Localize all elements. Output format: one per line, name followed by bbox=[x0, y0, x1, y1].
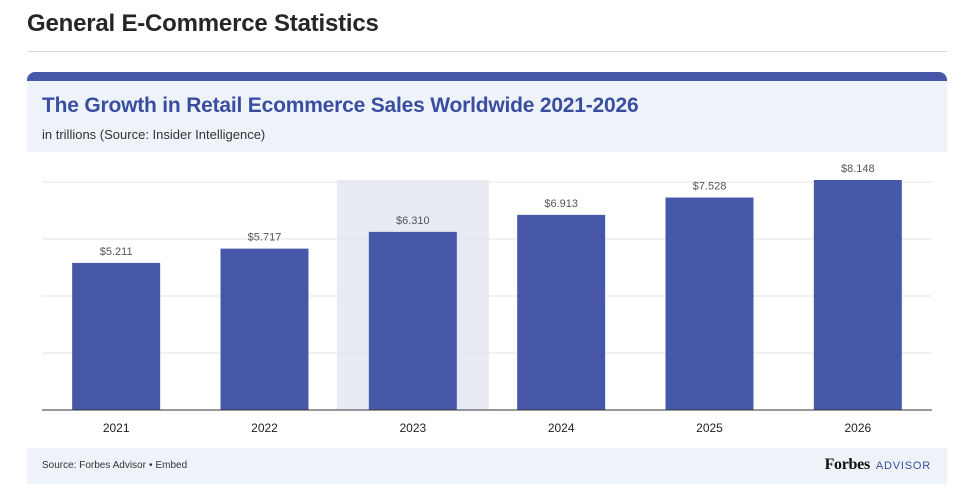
bar-2025 bbox=[665, 197, 754, 410]
x-tick-label-2025: 2025 bbox=[696, 421, 723, 435]
value-label-2022: $5.717 bbox=[248, 232, 282, 244]
page-heading: General E-Commerce Statistics bbox=[27, 10, 379, 37]
value-label-2023: $6.310 bbox=[396, 215, 430, 227]
bar-2024 bbox=[517, 214, 606, 410]
source-separator: • bbox=[148, 460, 153, 471]
x-tick-label-2023: 2023 bbox=[399, 421, 426, 435]
x-tick-label-2021: 2021 bbox=[103, 421, 130, 435]
bar-2021 bbox=[72, 262, 161, 410]
embed-link[interactable]: Embed bbox=[155, 460, 188, 471]
footer-source: Source: Forbes Advisor • Embed bbox=[42, 460, 187, 471]
bar-2026 bbox=[813, 180, 902, 410]
brand-advisor: ADVISOR bbox=[875, 460, 931, 472]
bar-2023 bbox=[368, 231, 457, 410]
card-accent-bar bbox=[27, 72, 947, 81]
chart-subtitle: in trillions (Source: Insider Intelligen… bbox=[42, 127, 266, 142]
x-tick-label-2022: 2022 bbox=[251, 421, 278, 435]
value-label-2024: $6.913 bbox=[544, 198, 578, 210]
source-prefix: Source: bbox=[42, 460, 77, 471]
heading-divider bbox=[27, 51, 947, 52]
value-label-2025: $7.528 bbox=[693, 181, 727, 193]
chart-card: The Growth in Retail Ecommerce Sales Wor… bbox=[27, 72, 947, 484]
bar-2022 bbox=[220, 248, 309, 410]
brand-forbes: Forbes bbox=[824, 456, 871, 473]
value-label-2026: $8.148 bbox=[841, 163, 875, 175]
x-tick-label-2026: 2026 bbox=[844, 421, 871, 435]
source-link[interactable]: Forbes Advisor bbox=[79, 460, 146, 471]
bar-chart: $5.211 2021 $5.717 2022 $6.310 2023 $6.913 2024… bbox=[42, 163, 932, 435]
chart-title: The Growth in Retail Ecommerce Sales Wor… bbox=[42, 94, 639, 117]
value-label-2021: $5.211 bbox=[100, 246, 133, 258]
chart-header: The Growth in Retail Ecommerce Sales Wor… bbox=[27, 81, 947, 152]
chart-footer: Source: Forbes Advisor • Embed Forbes ADVI… bbox=[27, 448, 947, 484]
forbes-advisor-logo[interactable]: Forbes ADVISOR bbox=[825, 456, 931, 474]
x-tick-label-2024: 2024 bbox=[548, 421, 575, 435]
